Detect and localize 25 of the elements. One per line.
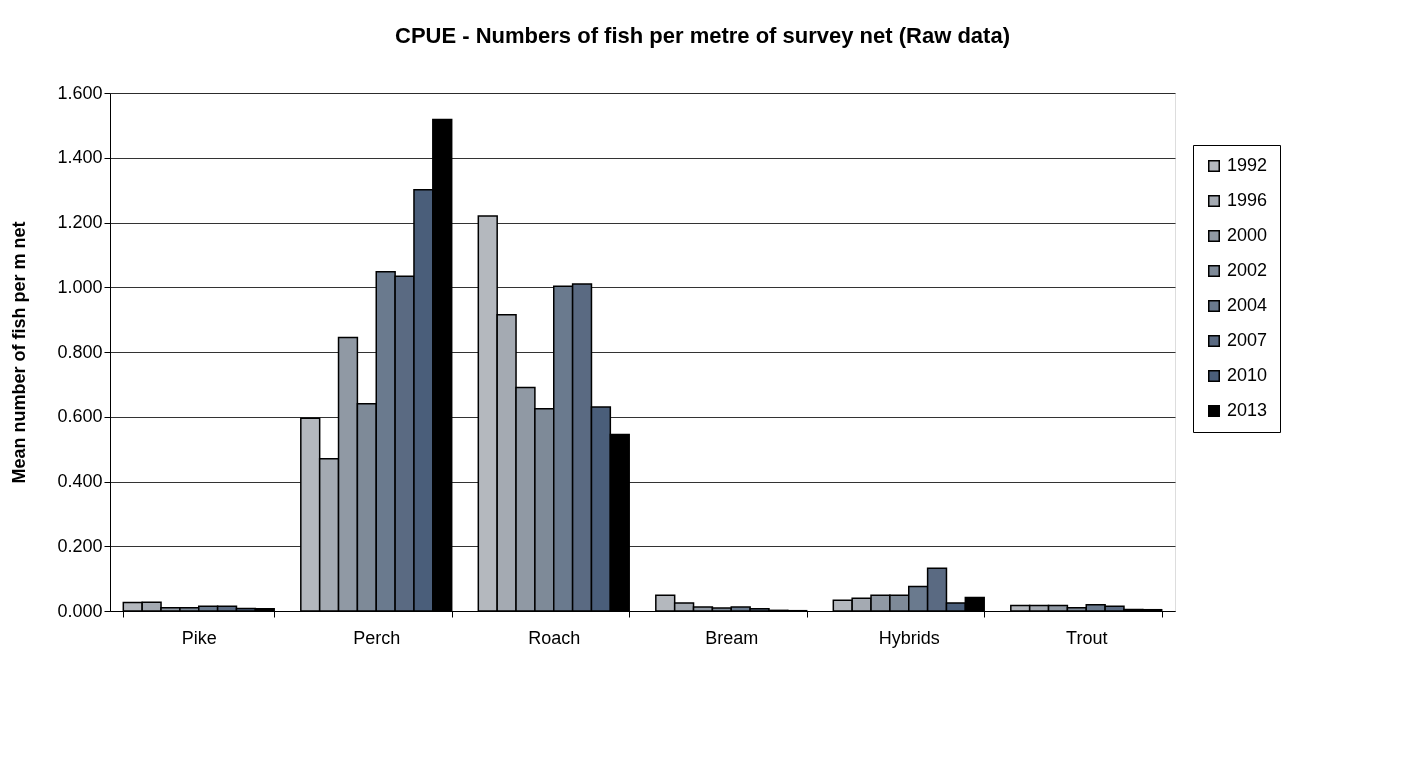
x-tick-label: Hybrids [878,627,940,648]
x-tick-label: Perch [353,627,401,648]
legend-label: 2002 [1227,260,1268,280]
y-tick-label: 1.200 [57,212,103,232]
y-tick-label: 1.000 [57,276,103,297]
legend-label: 2013 [1227,400,1268,420]
chart-title: CPUE - Numbers of fish per metre of survey net (Raw data) [395,23,1010,48]
y-tick-label: 0.600 [57,406,103,427]
legend-label: 2007 [1227,330,1268,350]
x-tick-label: Trout [1066,627,1108,648]
x-tick-label: Pike [181,627,217,648]
legend-label: 1992 [1227,155,1268,175]
legend-label: 2004 [1227,295,1268,315]
x-tick-label: Roach [528,627,581,648]
legend-label: 2010 [1227,365,1268,385]
y-axis-title: Mean number of fish per m net [9,221,30,484]
y-tick-label: 1.400 [57,147,103,168]
y-tick-label: 0.800 [57,341,103,362]
y-tick-label: 1.600 [57,82,103,103]
y-tick-label: 0.200 [57,535,103,556]
y-tick-label: 0.000 [57,600,103,621]
x-tick-label: Bream [705,627,759,648]
legend-label: 1996 [1227,190,1268,210]
legend-label: 2000 [1227,225,1268,245]
y-tick-label: 0.400 [57,471,103,491]
